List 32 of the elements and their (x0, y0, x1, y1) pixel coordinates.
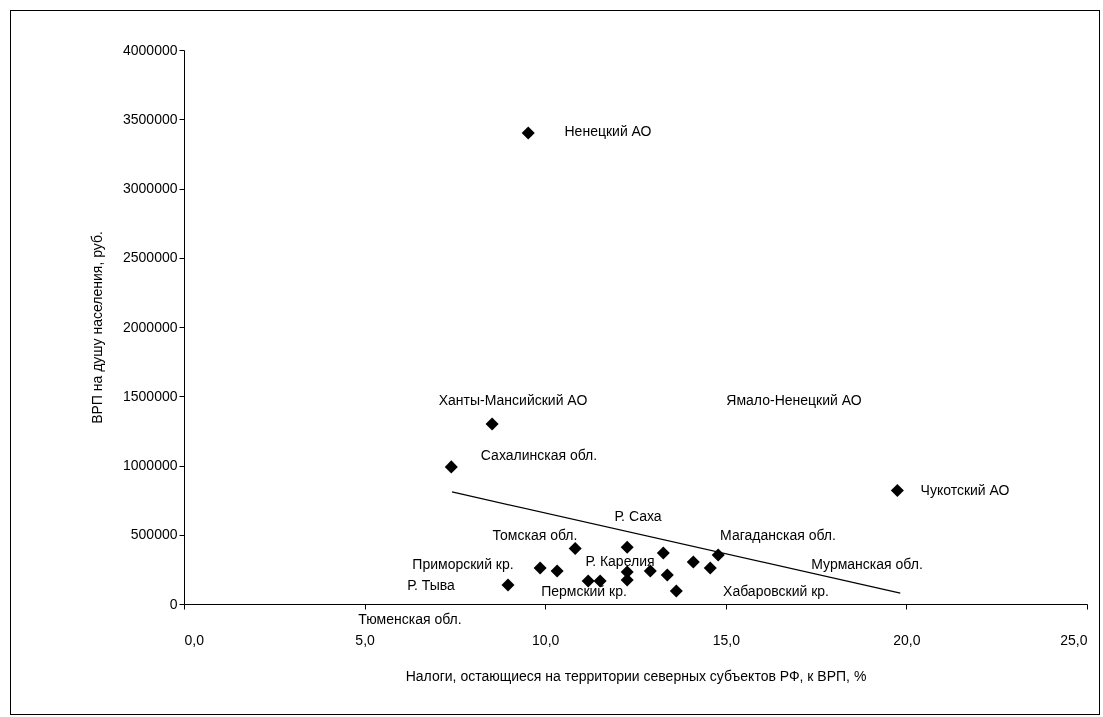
text: Тюменская обл. (358, 611, 462, 627)
y-tick-label: 4000000 (122, 41, 178, 58)
annotation: Ненецкий АО (564, 123, 652, 139)
y-tick-label: 500000 (130, 526, 178, 543)
x-tick-label: 5,0 (355, 631, 376, 648)
x-tick-label: 0,0 (184, 631, 205, 648)
x-tick-label: 25,0 (1060, 631, 1088, 648)
annotation: Томская обл. (492, 527, 578, 543)
y-tick-label: 1000000 (122, 457, 178, 473)
x-axis-title: Налоги, остающиеся на территории северных субъектов РФ, к ВРП, % (405, 667, 867, 684)
annotation: Приморский кр. (412, 556, 514, 572)
y-tick-label: 3000000 (122, 180, 178, 196)
x-tick-label: 20,0 (893, 631, 921, 648)
y-tick-label: 1500000 (122, 387, 178, 404)
x-tick-label: 15,0 (712, 631, 741, 648)
annotation: Ямало-Ненецкий АО (726, 392, 862, 408)
annotation: Р. Карелия (585, 553, 655, 569)
annotation: Р. Саха (614, 508, 662, 524)
annotation: Р. Тыва (407, 577, 455, 593)
annotation: Сахалинская обл. (480, 447, 598, 463)
x-tick-label: 10,0 (532, 631, 560, 648)
y-tick-label: 2500000 (122, 249, 178, 266)
annotation: Мурманская обл. (811, 556, 923, 572)
annotation: Пермский кр. (541, 583, 627, 599)
annotation: Чукотский АО (920, 482, 1010, 498)
y-tick-label: 2000000 (122, 318, 178, 335)
annotation: Магаданская обл. (720, 527, 836, 543)
y-tick-label: 0 (169, 595, 178, 612)
annotation: Хабаровский кр. (723, 583, 829, 599)
annotation: Ханты-Мансийский АО (438, 392, 588, 408)
y-tick-label: 3500000 (122, 110, 178, 127)
y-axis-title: ВРП на душу населения, руб. (89, 231, 105, 424)
